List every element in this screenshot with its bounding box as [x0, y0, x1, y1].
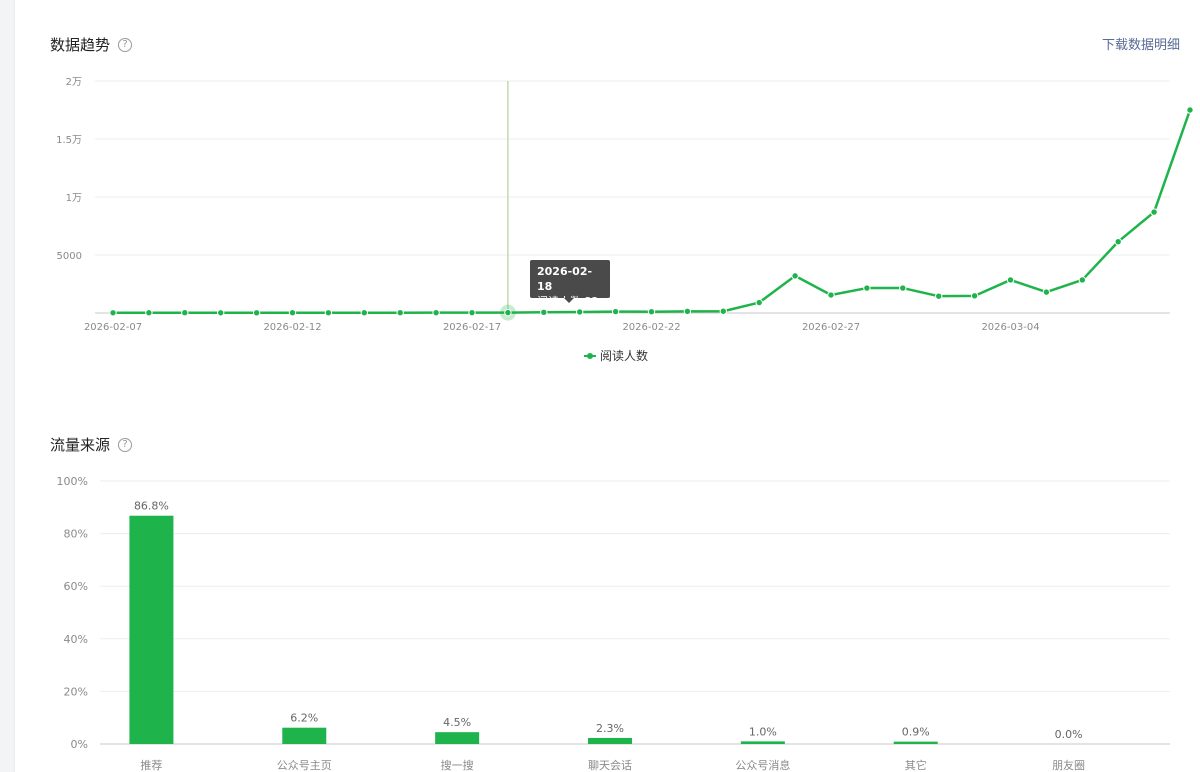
- trend-line-chart: 2万 1.5万 1万 5000 2026-02-07 2026-02-12 2026-02-…: [56, 77, 1194, 333]
- data-point: [1186, 106, 1194, 114]
- legend-marker-icon: [584, 351, 596, 361]
- tooltip-date: 2026-02-18: [537, 265, 593, 293]
- bar: [129, 515, 174, 744]
- left-sidebar-strip: [0, 0, 15, 772]
- data-point: [863, 284, 871, 292]
- data-point: [468, 308, 476, 317]
- bar: [435, 732, 480, 744]
- data-point: [360, 309, 368, 317]
- bar-value-label: 6.2%: [290, 712, 318, 725]
- bar-value-label: 0.9%: [902, 726, 930, 739]
- x-tick-label: 2026-03-04: [981, 322, 1039, 333]
- y-tick-label: 20%: [64, 685, 88, 698]
- x-tick-label: 2026-02-22: [622, 322, 680, 333]
- question-circle-icon[interactable]: ?: [118, 37, 133, 52]
- source-title-text: 流量来源: [50, 436, 111, 454]
- data-point: [1042, 288, 1051, 296]
- bar-value-label: 0.0%: [1055, 728, 1083, 741]
- y-tick-label: 100%: [57, 475, 88, 488]
- data-point: [647, 308, 656, 316]
- data-point: [791, 272, 799, 280]
- source-section-title: 流量来源 ?: [50, 434, 133, 455]
- category-label: 推荐: [140, 758, 162, 772]
- data-point: [145, 309, 153, 317]
- y-tick-label: 2万: [66, 77, 82, 88]
- data-point: [288, 309, 297, 317]
- category-label: 聊天会话: [588, 758, 632, 772]
- data-point: [1078, 276, 1087, 284]
- category-label: 公众号主页: [277, 759, 332, 772]
- x-tick-label: 2026-02-12: [263, 322, 321, 333]
- data-point: [970, 292, 979, 300]
- y-tick-label: 0%: [71, 738, 88, 751]
- data-point: [1114, 237, 1122, 246]
- download-data-link[interactable]: 下载数据明细: [1101, 38, 1180, 53]
- data-point: [827, 291, 835, 299]
- y-tick-label: 40%: [64, 633, 88, 646]
- bar: [740, 741, 785, 744]
- y-tick-label: 1.5万: [56, 135, 82, 146]
- data-point: [181, 309, 189, 317]
- bar-value-label: 4.5%: [443, 716, 471, 729]
- data-point: [217, 309, 225, 317]
- y-tick-label: 1万: [66, 193, 82, 204]
- data-point: [396, 308, 404, 317]
- data-point: [755, 298, 763, 307]
- chart-tooltip: 2026-02-18 阅读人数 32: [530, 260, 610, 308]
- question-circle-icon[interactable]: ?: [118, 437, 133, 452]
- data-point: [1006, 276, 1015, 284]
- category-label: 朋友圈: [1052, 758, 1085, 772]
- category-label: 其它: [905, 758, 927, 772]
- bar-value-label: 86.8%: [134, 500, 169, 513]
- chart-legend-item[interactable]: 阅读人数: [584, 347, 648, 364]
- bar: [282, 727, 327, 744]
- tooltip-series-value: 32: [584, 295, 599, 308]
- x-tick-label: 2026-02-27: [802, 322, 860, 333]
- data-point: [324, 309, 333, 317]
- data-point: [611, 307, 620, 316]
- x-tick-label: 2026-02-07: [84, 322, 142, 333]
- data-point: [109, 309, 117, 317]
- bar-value-label: 2.3%: [596, 722, 624, 735]
- data-point: [935, 292, 943, 300]
- data-point: [252, 309, 261, 317]
- bar-value-label: 1.0%: [749, 725, 777, 738]
- data-point: [1150, 208, 1158, 216]
- data-point: [540, 308, 548, 317]
- trend-title-text: 数据趋势: [50, 36, 111, 54]
- data-point: [899, 284, 907, 292]
- data-point: [683, 307, 692, 316]
- bar: [588, 737, 632, 744]
- category-label: 公众号消息: [735, 758, 790, 772]
- data-point: [504, 308, 512, 317]
- x-tick-label: 2026-02-17: [443, 322, 501, 333]
- y-tick-label: 80%: [64, 528, 88, 541]
- category-label: 搜一搜: [441, 758, 474, 772]
- bar: [893, 741, 938, 744]
- data-point: [432, 308, 440, 317]
- y-tick-label: 5000: [57, 251, 82, 262]
- trend-section-title: 数据趋势 ?: [50, 34, 133, 55]
- legend-label: 阅读人数: [600, 349, 649, 363]
- data-point: [719, 307, 727, 315]
- data-point: [576, 308, 584, 316]
- y-tick-label: 60%: [64, 580, 88, 593]
